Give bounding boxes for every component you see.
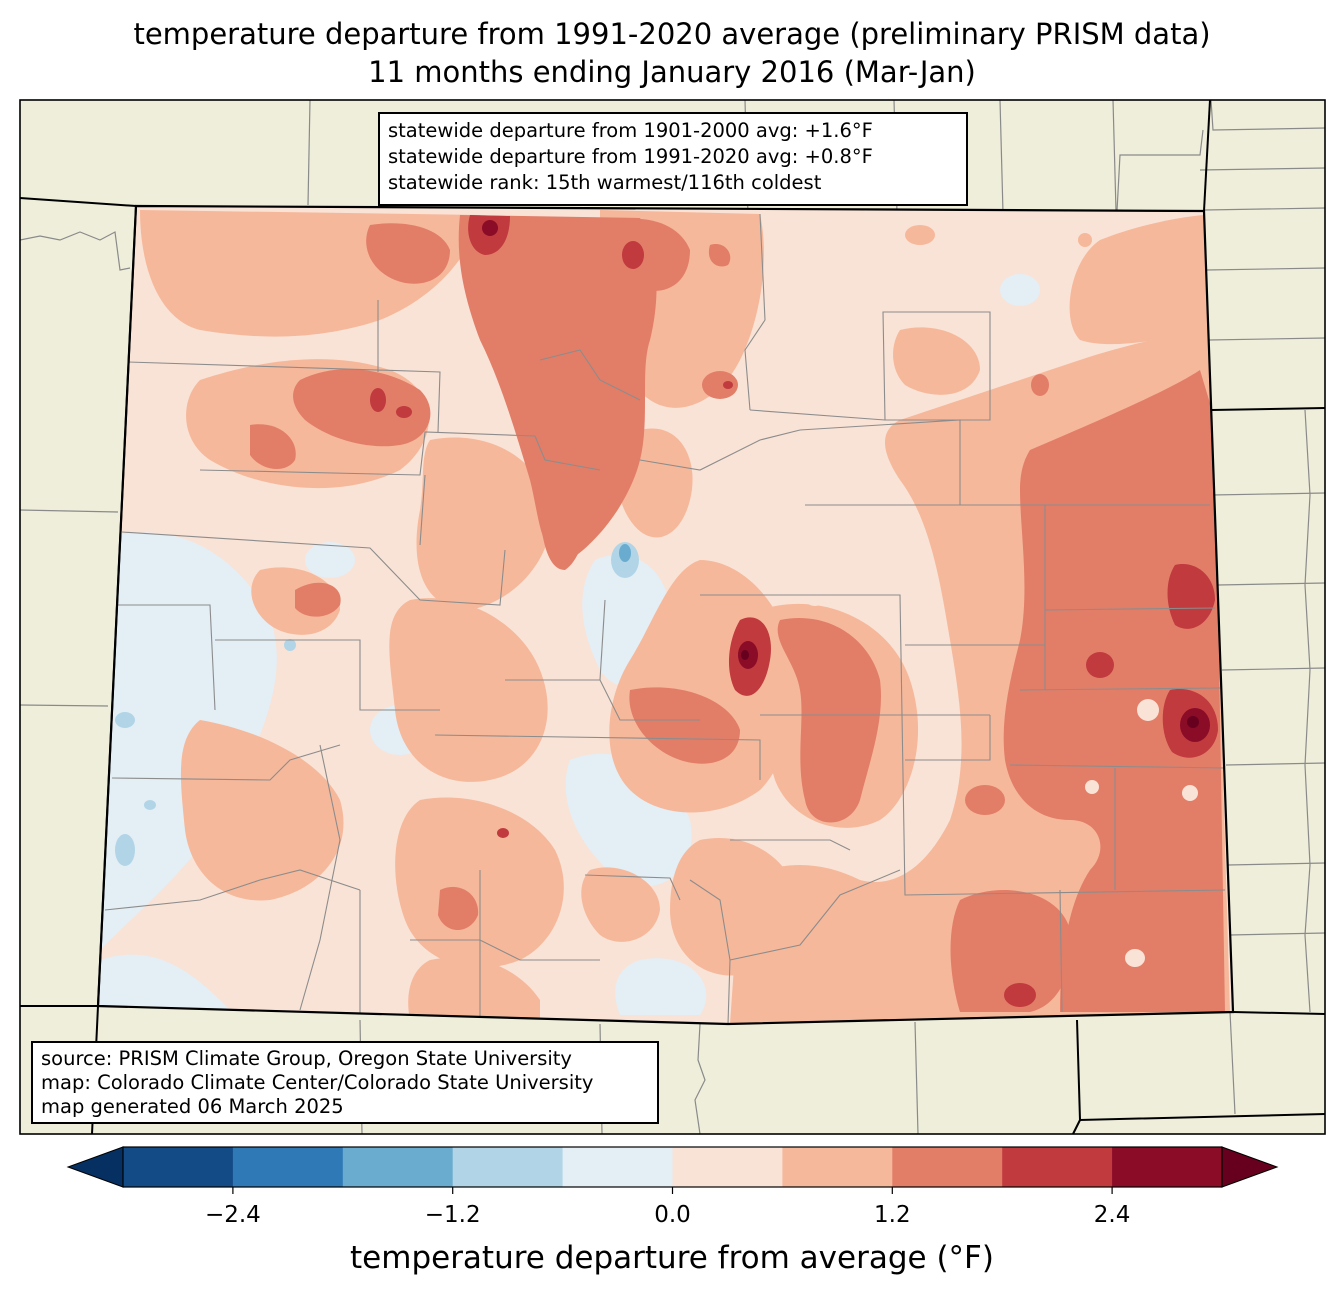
colorbar-over-arrow bbox=[1221, 1146, 1279, 1188]
field-very-warm bbox=[250, 215, 1225, 1012]
map-frame bbox=[19, 99, 1326, 1135]
colorbar bbox=[66, 1146, 1279, 1194]
colorbar-bin bbox=[892, 1147, 1003, 1187]
stat-departure-1901-2000: statewide departure from 1901-2000 avg: … bbox=[388, 119, 873, 142]
field-extreme bbox=[741, 650, 1199, 728]
statewide-stats-box: statewide departure from 1901-2000 avg: … bbox=[378, 112, 968, 206]
colorbar-tick-label: −1.2 bbox=[424, 1202, 481, 1228]
colorbar-bin bbox=[1112, 1147, 1223, 1187]
colorbar-tick-label: −2.4 bbox=[204, 1202, 261, 1228]
colorbar-bin bbox=[672, 1147, 783, 1187]
stat-departure-1991-2020: statewide departure from 1991-2020 avg: … bbox=[388, 145, 873, 168]
source-box: source: PRISM Climate Group, Oregon Stat… bbox=[31, 1041, 659, 1124]
colorbar-tick-label: 2.4 bbox=[1093, 1202, 1131, 1228]
colorbar-bin bbox=[452, 1147, 564, 1187]
map-subtitle: 11 months ending January 2016 (Mar-Jan) bbox=[368, 55, 976, 89]
colorbar-bin bbox=[342, 1147, 454, 1187]
colorbar-bin bbox=[123, 1147, 234, 1187]
county-lines bbox=[104, 213, 1226, 1024]
colorbar-bin bbox=[782, 1147, 893, 1187]
field-hot bbox=[370, 215, 1218, 1007]
colorbar-bin bbox=[562, 1147, 673, 1187]
colorbar-tick-label: 1.2 bbox=[874, 1202, 911, 1228]
stat-rank: statewide rank: 15th warmest/116th colde… bbox=[388, 171, 822, 194]
generated-date-line: map generated 06 March 2025 bbox=[41, 1095, 344, 1118]
map-title: temperature departure from 1991-2020 ave… bbox=[133, 17, 1211, 51]
source-line: source: PRISM Climate Group, Oregon Stat… bbox=[41, 1047, 572, 1070]
colorbar-tick-label: 0.0 bbox=[654, 1202, 691, 1228]
temperature-field bbox=[98, 206, 1233, 1024]
colorbar-label: temperature departure from average (°F) bbox=[350, 1240, 994, 1276]
colorbar-bin bbox=[232, 1147, 344, 1187]
colorbar-bin bbox=[1002, 1147, 1113, 1187]
colorbar-under-arrow bbox=[66, 1146, 124, 1188]
map-credit-line: map: Colorado Climate Center/Colorado St… bbox=[41, 1071, 594, 1094]
